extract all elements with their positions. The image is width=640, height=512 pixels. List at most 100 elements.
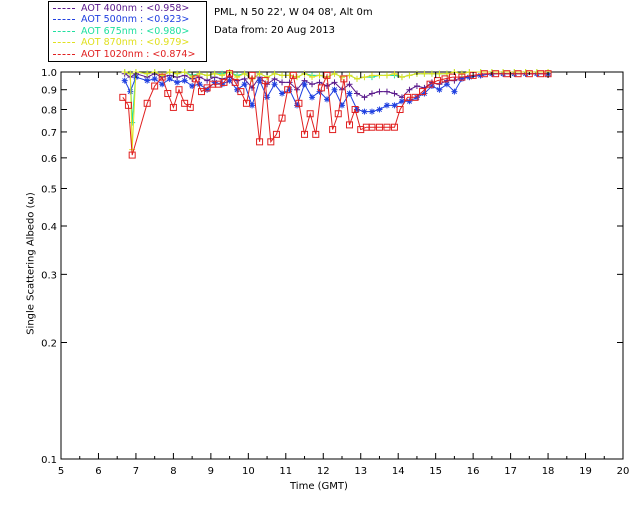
data-point [368, 90, 375, 97]
data-point [383, 102, 390, 109]
legend-entry: AOT 870nm : <0.979> [49, 37, 206, 48]
data-point [391, 90, 398, 97]
data-point [317, 84, 325, 92]
data-point [231, 78, 239, 86]
data-point [451, 88, 458, 95]
y-tick-label: 0.6 [41, 154, 57, 165]
data-point [346, 81, 353, 88]
data-point [383, 72, 390, 79]
data-point [211, 79, 218, 86]
data-point [492, 70, 500, 78]
data-point [390, 123, 398, 131]
x-tick-label: 15 [429, 466, 442, 477]
data-point [249, 102, 256, 109]
data-point [334, 110, 342, 118]
legend-entry: AOT 1020nm : <0.874> [49, 49, 206, 60]
data-point [361, 94, 368, 101]
series [119, 70, 552, 159]
plot-area [60, 71, 624, 460]
data-point [346, 72, 353, 79]
series [121, 70, 552, 101]
data-point [144, 77, 151, 84]
data-point [166, 75, 173, 82]
data-point [436, 70, 443, 77]
data-point [279, 79, 286, 86]
data-point [204, 72, 211, 79]
data-point [306, 110, 314, 118]
data-point [164, 89, 172, 97]
data-point [309, 74, 316, 81]
data-point [219, 72, 226, 79]
data-point [158, 73, 166, 81]
x-tick-label: 18 [542, 466, 555, 477]
data-point [396, 106, 404, 114]
data-point [186, 103, 194, 111]
legend-entry: AOT 500nm : <0.923> [49, 14, 206, 25]
legend-swatch [53, 19, 75, 21]
data-point [294, 74, 301, 81]
data-point [284, 86, 292, 94]
x-tick-label: 9 [208, 466, 214, 477]
data-point [286, 72, 293, 79]
x-tick-label: 5 [58, 466, 64, 477]
series [121, 70, 552, 115]
data-point [368, 108, 375, 115]
data-point [368, 123, 376, 131]
data-point [404, 93, 412, 101]
data-point [166, 69, 173, 75]
y-tick-label: 0.2 [41, 339, 57, 350]
data-point [312, 130, 320, 138]
data-point [368, 72, 375, 79]
data-point [383, 123, 391, 131]
data-point [175, 86, 183, 94]
data-point [361, 108, 368, 115]
x-tick-label: 16 [467, 466, 480, 477]
data-point [189, 74, 196, 81]
data-point [391, 70, 398, 77]
data-point [376, 88, 383, 95]
x-tick-label: 6 [95, 466, 101, 477]
data-point [406, 98, 413, 105]
data-point [256, 138, 264, 146]
data-point [279, 72, 286, 79]
legend-label: AOT 400nm : <0.958> [81, 3, 190, 14]
data-point [241, 70, 248, 77]
data-point [316, 88, 323, 95]
data-point [264, 74, 271, 81]
data-point [406, 72, 413, 79]
data-point [261, 77, 269, 85]
data-point [237, 88, 245, 96]
data-point [272, 130, 280, 138]
data-point [256, 77, 263, 84]
y-tick-label: 0.8 [41, 106, 57, 117]
data-point [525, 70, 533, 78]
site-info: PML, N 50 22', W 04 08', Alt 0m [214, 7, 373, 18]
data-point [211, 70, 218, 77]
data-point [451, 77, 458, 84]
data-point [353, 75, 360, 82]
x-tick-label: 20 [617, 466, 630, 477]
y-tick-label: 0.4 [41, 222, 57, 233]
data-point [503, 70, 511, 78]
legend-swatch [53, 42, 75, 44]
data-point [398, 98, 405, 105]
data-point [449, 73, 457, 81]
legend-swatch [53, 53, 75, 55]
data-point [267, 138, 275, 146]
data-point [339, 74, 345, 81]
data-point [226, 77, 233, 84]
data-point [278, 114, 286, 122]
data-point [331, 86, 338, 93]
data-point [169, 103, 177, 111]
data-point [204, 86, 211, 93]
data-point [426, 80, 434, 88]
x-tick-label: 17 [504, 466, 517, 477]
y-tick-label: 0.3 [41, 270, 57, 281]
y-tick-label: 0.9 [41, 86, 57, 97]
data-point [419, 88, 427, 96]
data-point [241, 81, 248, 88]
data-point [189, 83, 196, 90]
data-point [219, 81, 226, 88]
data-point [151, 82, 159, 90]
data-point [143, 99, 151, 107]
